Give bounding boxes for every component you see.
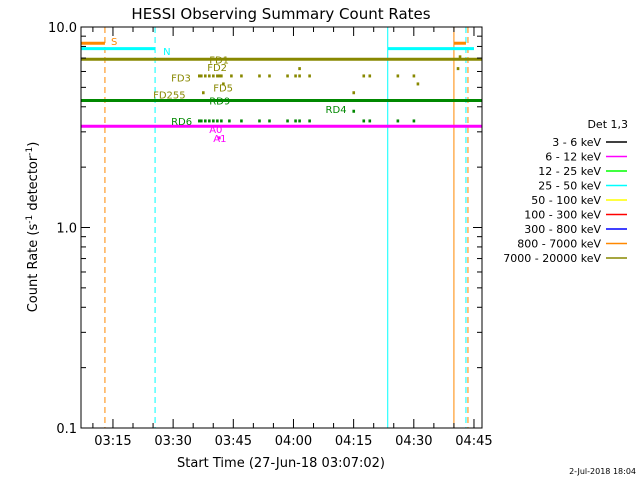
state-marker-dot [298, 119, 301, 123]
annotation-label: A0 [209, 125, 222, 136]
x-axis-label: Start Time (27-Jun-18 03:07:02) [177, 456, 385, 471]
legend-label: 50 - 100 keV [531, 194, 601, 207]
timestamp: 2-Jul-2018 18:04 [569, 467, 636, 476]
x-tick-label: 03:30 [154, 434, 191, 449]
state-marker-dot [308, 119, 311, 123]
legend-label: 100 - 300 keV [524, 209, 601, 222]
x-tick-label: 04:45 [455, 434, 492, 449]
state-marker-dot [258, 119, 261, 123]
x-tick-label: 04:30 [395, 434, 432, 449]
annotation-label: FD255 [153, 91, 186, 102]
annotation-label: RD4 [326, 105, 347, 116]
y-axis-label-sup2: -1 [25, 147, 35, 156]
state-marker-dot [240, 119, 243, 123]
state-marker-dot [416, 82, 420, 86]
state-marker-dot [456, 67, 460, 71]
state-marker-dot [220, 119, 223, 123]
legend-title: Det 1,3 [587, 118, 628, 131]
state-marker-dot [204, 74, 207, 78]
y-axis-label: Count Rate (s-1 detector-1) [25, 142, 41, 313]
annotation-label: FD5 [213, 83, 233, 94]
state-marker-dot [258, 74, 261, 78]
annotation-label: RD9 [209, 96, 230, 107]
annotation-label: A1 [213, 134, 226, 145]
state-marker-dot [218, 74, 221, 78]
state-marker-dot [212, 74, 215, 78]
legend-label: 25 - 50 keV [538, 180, 601, 193]
state-marker-dot [362, 74, 366, 78]
state-marker-dot [294, 74, 297, 78]
state-marker-dot [240, 74, 243, 78]
state-marker-dot [208, 74, 211, 78]
y-tick-label: 10.0 [48, 21, 77, 36]
state-marker-dot [198, 119, 201, 123]
state-marker-dot [230, 74, 233, 78]
legend-label: 800 - 7000 keV [517, 238, 601, 251]
legend-label: 300 - 800 keV [524, 223, 601, 236]
state-marker-dot [200, 74, 203, 78]
state-marker-dot [198, 74, 201, 78]
state-marker-dot [352, 91, 356, 95]
state-marker-dot [216, 74, 219, 78]
annotation-label: FD2 [207, 63, 227, 74]
state-marker-dot [294, 119, 297, 123]
state-marker-dot [352, 109, 356, 113]
state-marker-dot [368, 74, 372, 78]
annotation-label: FD1 [209, 55, 229, 66]
state-marker-dot [362, 119, 366, 123]
annotation-label: N [163, 47, 170, 58]
state-marker-dot [286, 74, 289, 78]
state-marker-dot [308, 74, 311, 78]
state-marker-dot [268, 119, 271, 123]
state-marker-dot [368, 119, 372, 123]
state-marker-dot [212, 119, 215, 123]
annotation-label: FD3 [171, 73, 191, 84]
x-tick-label: 03:15 [94, 434, 131, 449]
state-marker-dot [286, 119, 289, 123]
legend-label: 6 - 12 keV [545, 151, 601, 164]
x-tick-label: 04:15 [335, 434, 372, 449]
x-tick-label: 03:45 [215, 434, 252, 449]
state-marker-dot [222, 82, 225, 86]
state-marker-dot [228, 119, 231, 123]
y-axis-label-main: Count Rate (s [26, 224, 41, 313]
state-marker-dot [200, 119, 203, 123]
axes: 0.1 1.0 10.0 03:15 03:30 03:45 04:00 04:15 04:30… [48, 21, 493, 449]
y-axis-label-end: ) [26, 142, 41, 147]
state-marker-dot [412, 74, 416, 78]
state-marker-dot [220, 74, 223, 78]
x-tick-label: 04:00 [275, 434, 312, 449]
state-marker-dot [268, 74, 271, 78]
legend-label: 3 - 6 keV [552, 136, 601, 149]
y-axis-label-sup1: -1 [25, 215, 35, 224]
state-marker-dot [208, 119, 211, 123]
state-marker-dot [218, 136, 221, 140]
state-marker-dot [458, 55, 462, 59]
y-tick-label: 0.1 [56, 422, 77, 437]
annotation-label: S [111, 37, 117, 48]
legend-label: 7000 - 20000 keV [503, 252, 601, 265]
state-marker-dot [412, 119, 416, 123]
annotation-label: RD6 [171, 117, 192, 128]
state-marker-dot [396, 119, 400, 123]
y-tick-label: 1.0 [56, 222, 77, 237]
state-marker-dot [202, 91, 205, 95]
legend-label: 12 - 25 keV [538, 165, 601, 178]
state-marker-dot [204, 119, 207, 123]
y-axis-label-mid: detector [26, 155, 41, 215]
chart-title: HESSI Observing Summary Count Rates [131, 5, 430, 23]
state-marker-dot [396, 74, 400, 78]
state-marker-dot [298, 67, 301, 71]
state-marker-dot [216, 119, 219, 123]
state-marker-dot [298, 74, 301, 78]
